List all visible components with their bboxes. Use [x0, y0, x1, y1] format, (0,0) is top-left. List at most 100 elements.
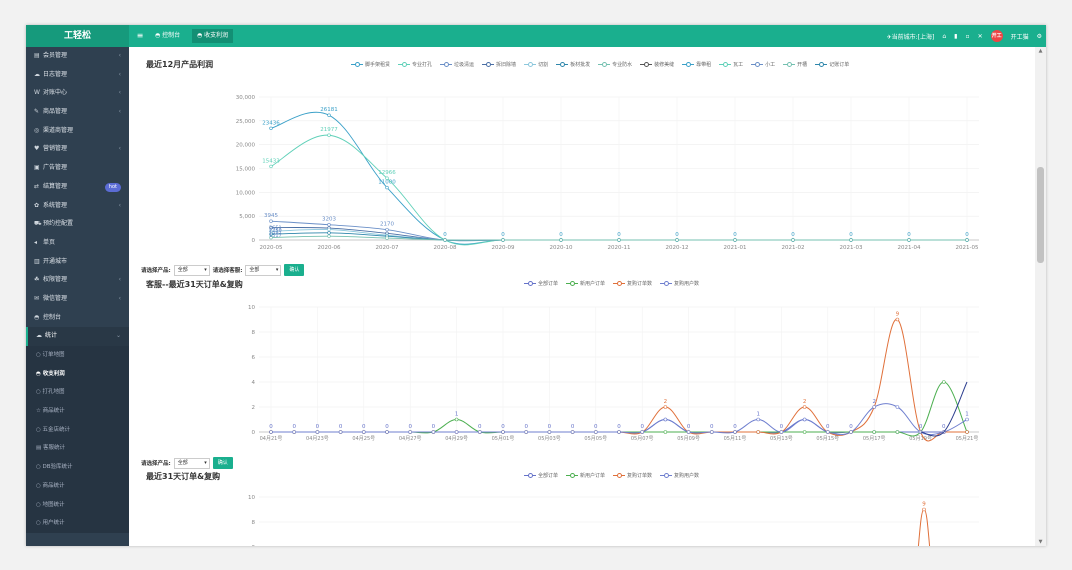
settings-gear-icon[interactable]: ⚙ — [1036, 32, 1042, 40]
sidebar-item[interactable]: ▣ 广告管理 — [26, 159, 129, 178]
sidebar-subitem[interactable]: ○ 打孔地图 — [26, 383, 129, 403]
sidebar-item[interactable]: ☘ 权限管理 ‹ — [26, 271, 129, 290]
data-point — [617, 430, 621, 434]
sidebar-item[interactable]: ▤ 会员管理 ‹ — [26, 47, 129, 66]
legend-item[interactable]: 新用户订单 — [566, 472, 605, 479]
y-tick-label: 15,000 — [236, 167, 256, 173]
data-point — [733, 238, 737, 242]
product-select[interactable]: 全部 — [173, 264, 210, 276]
sidebar-subitem[interactable]: ○ 订单地图 — [26, 346, 129, 365]
legend-item[interactable]: 小工 — [751, 61, 775, 68]
sidebar-subitem[interactable]: ☆ 商品统计 — [26, 402, 129, 421]
sidebar-item[interactable]: ♥ 营销管理 ‹ — [26, 140, 129, 159]
sidebar-item[interactable]: ☁ 日志管理 ‹ — [26, 66, 129, 85]
service-select[interactable]: 全部 — [245, 264, 282, 276]
confirm-button-1[interactable]: 确认 — [284, 264, 305, 276]
sidebar-item[interactable]: ⛟预约控配置 — [26, 215, 129, 234]
legend-item[interactable]: 复购订单数 — [613, 280, 652, 287]
legend-item[interactable]: 全部订单 — [524, 472, 558, 479]
chart1-legend: 脚手架租赁 专业打孔 垃圾清运 拆旧除墙 切割 板材批发 专业防水 装修美缝 靠带租 瓦工 小工 开槽… — [351, 61, 849, 68]
legend-item[interactable]: 新用户订单 — [566, 280, 605, 287]
sidebar-subitem[interactable]: ▤ 客服统计 — [26, 439, 129, 459]
sidebar-item[interactable]: W 对账中心 ‹ — [26, 84, 129, 103]
sidebar-item[interactable]: ✉ 微信管理 ‹ — [26, 290, 129, 309]
sidebar-item[interactable]: ◂ 单页 — [26, 234, 129, 253]
data-label: 0 — [617, 232, 621, 238]
legend-item[interactable]: 垃圾清运 — [440, 61, 474, 68]
legend-item[interactable]: 切割 — [524, 61, 548, 68]
legend-item[interactable]: 靠带租 — [682, 61, 711, 68]
lock-icon[interactable]: ▮ — [954, 32, 958, 40]
legend-item[interactable]: 专业打孔 — [398, 61, 432, 68]
sidebar-item[interactable]: ⇄ 结算管理 hot — [26, 178, 129, 197]
legend-item[interactable]: 装修美缝 — [640, 61, 674, 68]
sidebar-item[interactable]: ▥ 开通城市 — [26, 253, 129, 272]
sidebar-subitem[interactable]: ○ 地图统计 — [26, 495, 129, 515]
legend-item[interactable]: 脚手架租赁 — [351, 61, 390, 68]
sidebar-item[interactable]: ✿ 系统管理 ‹ — [26, 197, 129, 216]
legend-item[interactable]: 瓦工 — [719, 61, 743, 68]
sidebar-item-icon: ☁ — [34, 70, 40, 78]
legend-item[interactable]: 开槽 — [783, 61, 807, 68]
scroll-down-icon[interactable]: ▼ — [1038, 539, 1043, 545]
sidebar-item-icon: W — [34, 89, 40, 97]
app-logo[interactable]: 工轻松 — [26, 25, 129, 47]
y-tick-label: 25,000 — [236, 119, 256, 125]
legend-item[interactable]: 专业防水 — [598, 61, 632, 68]
x-tick-label: 04月29号 — [445, 436, 468, 442]
sidebar-subitem[interactable]: ○ 商品统计 — [26, 476, 129, 496]
tab-profit[interactable]: ◓ 收支利润 — [192, 29, 234, 43]
sidebar-subitem[interactable]: ○ 五金店统计 — [26, 420, 129, 440]
sidebar-item-label: 微信管理 — [43, 294, 68, 302]
data-point — [570, 430, 575, 434]
home-icon[interactable]: ⌂ — [942, 32, 947, 40]
sidebar-subitem[interactable]: ○ DB验库统计 — [26, 458, 129, 477]
user-name[interactable]: 开工猫 — [1010, 33, 1029, 41]
sidebar-subitem[interactable]: ◓ 收支利润 — [26, 364, 129, 384]
legend-item[interactable]: 复购订单数 — [613, 472, 652, 479]
data-point — [907, 238, 911, 242]
sidebar-item[interactable]: ◓ 控制台 — [26, 309, 129, 328]
sidebar-item[interactable]: ☁ 统计 ⌄ — [26, 327, 129, 346]
product-filter-label-2: 请选择产品: — [141, 461, 171, 467]
data-label: 0 — [339, 424, 343, 430]
data-label: 0 — [501, 424, 505, 430]
legend-label: 开槽 — [797, 62, 808, 68]
data-label: 0 — [733, 232, 737, 238]
sidebar-item[interactable]: ✎ 商品管理 ‹ — [26, 103, 129, 122]
legend-item[interactable]: 复购用户数 — [660, 472, 699, 479]
scroll-up-icon[interactable]: ▲ — [1038, 48, 1043, 54]
legend-swatch — [640, 62, 653, 67]
data-point — [941, 380, 946, 384]
legend-item[interactable]: 复购用户数 — [660, 280, 699, 287]
hot-badge: hot — [104, 182, 121, 192]
data-label: 0 — [687, 424, 691, 430]
sidebar-subitem[interactable]: ○ 用户统计 — [26, 514, 129, 533]
vertical-scrollbar[interactable]: ▲ ▼ — [1035, 47, 1046, 546]
x-tick-label: 2020-06 — [318, 245, 341, 251]
data-label: 2 — [664, 399, 668, 405]
sidebar-item-label: 对账中心 — [43, 89, 68, 97]
data-point — [756, 417, 761, 422]
scroll-thumb[interactable] — [1037, 167, 1044, 263]
data-label: 0 — [269, 424, 273, 430]
legend-item[interactable]: 拆旧除墙 — [482, 61, 516, 68]
x-tick-label: 04月25号 — [352, 436, 375, 442]
window-icon[interactable]: ▫ — [965, 32, 970, 40]
y-tick-label: 10 — [248, 495, 255, 501]
confirm-button-2[interactable]: 确认 — [212, 457, 233, 469]
product-select-2[interactable]: 全部 — [173, 457, 210, 469]
legend-item[interactable]: 全部订单 — [524, 280, 558, 287]
data-point — [385, 236, 389, 240]
tab-dashboard[interactable]: ◓ 控制台 — [150, 29, 185, 43]
menu-toggle-icon[interactable]: ≡ — [136, 31, 144, 40]
legend-label: 瓦工 — [733, 62, 744, 68]
avatar[interactable]: 开工 — [990, 30, 1003, 42]
sidebar-item[interactable]: ◎ 渠道商管理 — [26, 122, 129, 141]
data-point — [269, 235, 273, 240]
fullscreen-icon[interactable]: ✕ — [977, 32, 983, 40]
current-city[interactable]: ✈当前城市:[上海] — [886, 33, 935, 41]
x-tick-label: 05月03号 — [538, 436, 561, 442]
legend-item[interactable]: 记账订单 — [815, 61, 849, 68]
legend-item[interactable]: 板材批发 — [556, 61, 590, 68]
